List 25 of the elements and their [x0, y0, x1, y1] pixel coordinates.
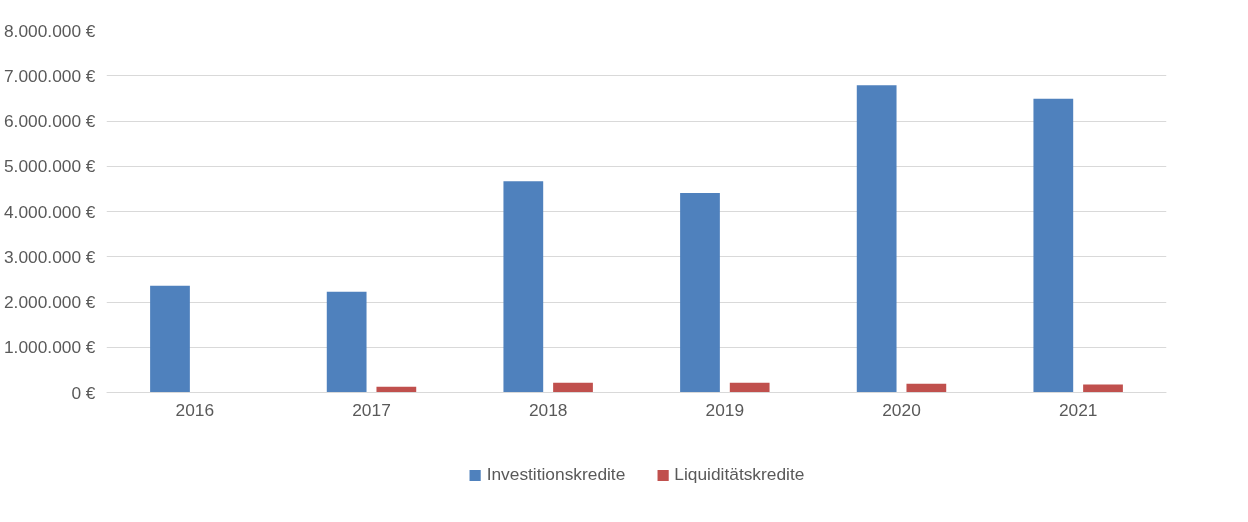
y-tick-label: 0 € — [71, 382, 96, 403]
y-tick-label: 3.000.000 € — [3, 246, 96, 267]
legend-label: Investitionskredite — [486, 464, 626, 485]
y-tick-label: 2.000.000 € — [3, 292, 96, 313]
y-tick-label: 6.000.000 € — [3, 111, 96, 132]
y-tick-label: 1.000.000 € — [3, 337, 96, 358]
bar — [729, 382, 770, 393]
bar — [326, 291, 367, 393]
bar — [150, 285, 190, 393]
bar — [553, 382, 593, 393]
y-tick-label: 5.000.000 € — [3, 156, 96, 177]
x-tick-label: 2019 — [705, 399, 745, 420]
bar — [680, 193, 720, 393]
bar — [503, 181, 544, 393]
x-tick-label: 2017 — [352, 399, 391, 420]
y-tick-label: 4.000.000 € — [3, 201, 96, 222]
y-tick-label: 7.000.000 € — [3, 65, 96, 86]
x-tick-label: 2018 — [528, 399, 568, 420]
x-tick-label: 2016 — [175, 399, 215, 420]
y-tick-label: 8.000.000 € — [3, 20, 96, 41]
x-tick-label: 2020 — [882, 399, 921, 420]
bar — [856, 85, 897, 393]
legend-label: Liquiditätskredite — [674, 464, 805, 485]
x-tick-label: 2021 — [1058, 399, 1098, 420]
bar — [1033, 98, 1074, 393]
